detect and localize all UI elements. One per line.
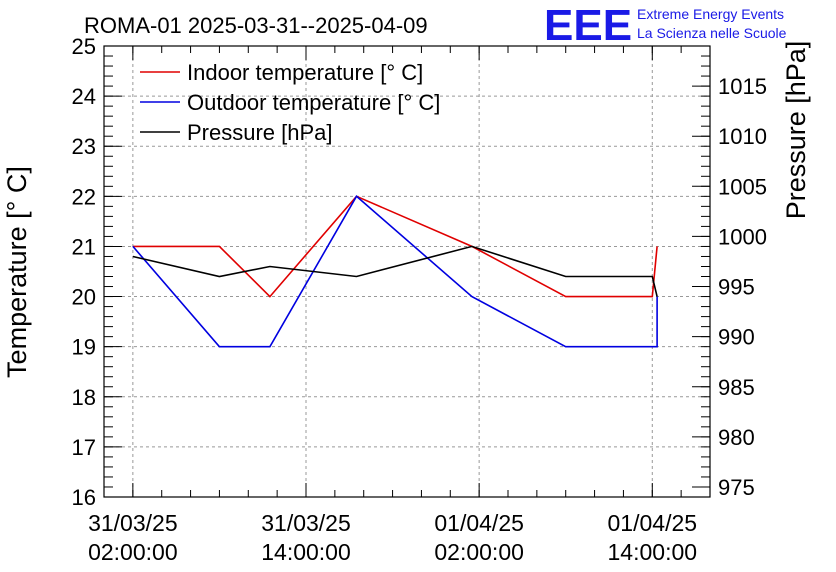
tick-labels: 16 17 18 19 20 21 22 23 24 25 975 980 985 990 995 1000 1… [72, 34, 767, 565]
x-tick-label-date: 31/03/25 [261, 510, 351, 536]
right-tick-label: 1005 [718, 174, 767, 199]
logo-line-1: Extreme Energy Events [637, 6, 784, 22]
logo-line-2: La Scienza nelle Scuole [637, 25, 787, 41]
x-tick-label-time: 02:00:00 [88, 539, 178, 565]
x-tick-label-time: 02:00:00 [434, 539, 524, 565]
series-pressure [132, 245, 658, 297]
left-tick-label: 21 [72, 234, 96, 259]
plot-frame [103, 45, 711, 498]
x-tick-label-date: 01/04/25 [608, 510, 698, 536]
x-tick-label-time: 14:00:00 [608, 539, 698, 565]
y-axis-right-label: Pressure [hPa] [781, 41, 811, 220]
right-tick-label: 1010 [718, 124, 767, 149]
left-tick-label: 22 [72, 184, 96, 209]
series-layer [132, 195, 658, 348]
right-tick-label: 985 [718, 375, 755, 400]
right-tick-label: 995 [718, 275, 755, 300]
series-outdoor-temperature [132, 195, 658, 348]
legend-label-indoor: Indoor temperature [° C] [187, 60, 423, 85]
series-indoor-temperature [132, 195, 658, 298]
right-tick-label: 1015 [718, 74, 767, 99]
left-tick-label: 17 [72, 435, 96, 460]
y-axis-left-label: Temperature [° C] [2, 166, 32, 378]
legend-label-outdoor: Outdoor temperature [° C] [187, 90, 440, 115]
right-tick-label: 990 [718, 325, 755, 350]
logo-mark: EEE [544, 1, 632, 50]
chart-title: ROMA-01 2025-03-31--2025-04-09 [84, 13, 428, 38]
left-tick-label: 20 [72, 285, 96, 310]
x-tick-label-date: 01/04/25 [434, 510, 524, 536]
right-tick-label: 975 [718, 475, 755, 500]
left-tick-label: 23 [72, 134, 96, 159]
x-tick-label-date: 31/03/25 [88, 510, 178, 536]
x-tick-label-time: 14:00:00 [261, 539, 351, 565]
right-tick-label: 1000 [718, 224, 767, 249]
left-tick-label: 25 [72, 34, 96, 59]
legend-label-pressure: Pressure [hPa] [187, 120, 333, 145]
legend: Indoor temperature [° C] Outdoor tempera… [140, 60, 440, 145]
left-tick-label: 18 [72, 385, 96, 410]
left-tick-label: 24 [72, 84, 96, 109]
left-tick-label: 16 [72, 485, 96, 510]
tick-marks [103, 45, 711, 498]
left-tick-label: 19 [72, 335, 96, 360]
right-tick-label: 980 [718, 425, 755, 450]
